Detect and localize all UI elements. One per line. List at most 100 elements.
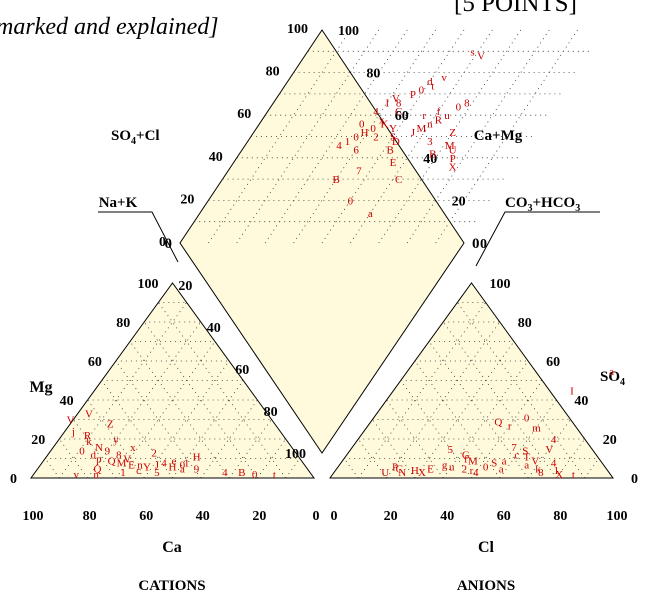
anion-grid-line xyxy=(428,341,529,479)
so4-cl-tick-label: 60 xyxy=(237,107,251,122)
ca-mg-tick-label: 80 xyxy=(366,67,380,82)
anion-grid-line xyxy=(471,380,543,479)
data-point: 4 xyxy=(161,457,167,469)
diamond-lower-tick-label: 40 xyxy=(207,321,221,336)
so4-cl-tick-label: 80 xyxy=(266,65,280,80)
data-point: V xyxy=(477,51,485,63)
co3-hco3-axis-label: CO3+HCO3 xyxy=(505,195,580,214)
so4-cl-tick-label: 20 xyxy=(180,192,194,207)
plot-areas xyxy=(30,29,614,479)
so4-cl-tick-label: 0 xyxy=(165,236,173,252)
na-k-leader-line xyxy=(98,211,179,263)
data-point: U xyxy=(449,144,457,156)
data-point: M xyxy=(445,140,455,152)
data-point: y xyxy=(113,434,119,446)
data-point: M xyxy=(468,455,478,467)
cation-grid-line xyxy=(58,438,88,479)
cl-axis-label: Cl xyxy=(478,539,495,556)
cation-grid-line xyxy=(115,341,216,479)
mg-tick-label: 40 xyxy=(60,394,74,409)
data-point: x xyxy=(130,442,136,454)
so4-axis-label: SO4 xyxy=(600,369,625,388)
data-point: v xyxy=(74,469,80,481)
data-point: B xyxy=(429,149,436,161)
ca-axis-label: Ca xyxy=(162,539,182,556)
ca-tick-label: 100 xyxy=(23,509,44,524)
diamond-lower-tick-label: 100 xyxy=(285,447,306,462)
leader-lines xyxy=(98,211,600,267)
data-point: 1 xyxy=(184,457,190,469)
data-point: a xyxy=(499,463,504,475)
data-point: S xyxy=(491,457,497,469)
mg-tick-label: 0 xyxy=(10,472,17,487)
cl-tick-label: 40 xyxy=(440,509,454,524)
data-point: a xyxy=(524,459,529,471)
cation-grid-line xyxy=(285,458,301,479)
ca-tick-label: 80 xyxy=(83,509,97,524)
cl-tick-label: 20 xyxy=(384,509,398,524)
data-point: R xyxy=(435,114,443,126)
data-point: x xyxy=(379,114,385,126)
data-point: r xyxy=(422,110,426,122)
data-point: M xyxy=(417,123,427,135)
axis-labels: Ca Cl Mg CATIONS ANIONS SO4+Cl Ca+Mg Na+K CO3+HC… xyxy=(29,128,625,594)
data-point: n xyxy=(137,459,143,471)
data-point: t xyxy=(273,469,276,481)
ca-tick-label: 60 xyxy=(139,509,153,524)
data-point: 1 xyxy=(554,465,560,477)
data-point: 0 xyxy=(370,123,376,135)
data-point: r xyxy=(470,465,474,477)
data-point: j xyxy=(71,426,75,438)
data-point: H xyxy=(193,452,201,464)
data-point: I xyxy=(385,97,389,109)
ca-mg-tick-label: 100 xyxy=(338,24,359,39)
anion-grid-line xyxy=(357,438,387,479)
data-point: V xyxy=(392,93,400,105)
ca-tick-label: 0 xyxy=(313,509,320,524)
grid-lines xyxy=(44,29,600,479)
ca-mg-tick-label: 0 xyxy=(480,237,487,252)
cation-grid-line xyxy=(158,302,287,479)
cation-grid-line xyxy=(200,399,258,479)
anion-grid-line xyxy=(442,321,557,479)
data-point: T xyxy=(523,452,530,464)
ca-mg-tick-label: 20 xyxy=(452,194,466,209)
data-point: 0 xyxy=(353,132,359,144)
data-point: 8 xyxy=(538,467,544,479)
data-point: 0 xyxy=(348,195,354,207)
so4-tick-label: 40 xyxy=(574,394,588,409)
anion-grid-line xyxy=(499,399,557,479)
data-point: 4 xyxy=(551,457,557,469)
data-point: d xyxy=(427,76,433,88)
cl-tick-label: 80 xyxy=(553,509,567,524)
data-point: Z xyxy=(107,418,114,430)
data-point: X xyxy=(418,467,426,479)
so4-tick-label: 100 xyxy=(490,277,511,292)
anion-grid-line xyxy=(357,302,486,479)
data-point: V xyxy=(545,444,553,456)
data-point: t xyxy=(431,80,434,92)
co3-hco3-leader-line xyxy=(475,211,600,267)
data-point: E xyxy=(128,459,135,471)
data-point: N xyxy=(398,467,406,479)
data-point: 5 xyxy=(448,444,454,456)
so4-tick-label: 20 xyxy=(603,433,617,448)
data-point: 4 xyxy=(473,467,479,479)
ca-mg-axis-label: Ca+Mg xyxy=(474,128,523,144)
anion-grid-line xyxy=(386,399,444,479)
data-point: P xyxy=(392,461,398,473)
cation-grid-line xyxy=(143,321,258,479)
data-point: 0 xyxy=(524,413,530,425)
data-point: 4 xyxy=(373,106,379,118)
data-point: d xyxy=(91,450,97,462)
cation-grid-line xyxy=(257,438,287,479)
so4-tick-label: 0 xyxy=(631,472,638,487)
data-point: 5 xyxy=(154,467,160,479)
data-point: f xyxy=(464,454,468,466)
data-point: e xyxy=(171,455,176,467)
ca-mg-tick-label: 60 xyxy=(395,109,409,124)
